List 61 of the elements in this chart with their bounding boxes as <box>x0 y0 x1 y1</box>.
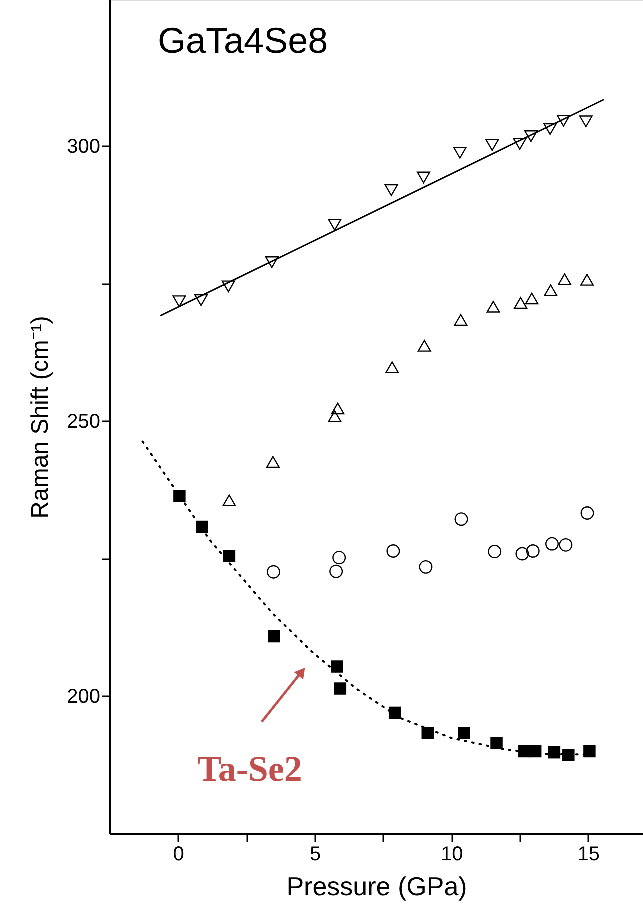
point <box>223 550 236 562</box>
point <box>580 506 594 520</box>
x-tick-label: 15 <box>578 844 600 866</box>
point <box>268 630 280 643</box>
y-tick-label: 200 <box>67 686 100 708</box>
point <box>454 314 468 326</box>
point <box>222 494 236 507</box>
point <box>579 116 593 128</box>
point <box>453 147 467 159</box>
point <box>332 551 346 565</box>
x-axis-title: Pressure (GPa) <box>286 872 468 902</box>
point <box>266 456 280 468</box>
point <box>418 340 432 352</box>
point <box>174 490 186 502</box>
y-tick-label: 300 <box>67 136 100 158</box>
point <box>417 172 431 184</box>
point <box>526 544 540 558</box>
point <box>194 294 208 306</box>
point <box>490 737 503 750</box>
point <box>384 184 398 196</box>
point <box>524 130 538 142</box>
point <box>557 115 570 127</box>
point <box>562 749 575 762</box>
point <box>334 682 347 695</box>
x-tick-label: 5 <box>310 844 322 866</box>
point <box>516 547 530 561</box>
point <box>544 123 558 136</box>
point <box>328 219 342 231</box>
point <box>265 256 279 268</box>
annotation: Ta-Se2 <box>198 749 302 789</box>
point <box>488 545 502 558</box>
x-tick-label: 0 <box>173 844 184 866</box>
point <box>172 296 186 308</box>
point <box>422 727 434 740</box>
point <box>486 301 500 313</box>
point <box>331 402 345 415</box>
point <box>454 512 468 526</box>
point <box>419 560 433 574</box>
point <box>328 410 342 422</box>
point <box>513 138 527 150</box>
point <box>544 284 558 296</box>
x-tick-label: 10 <box>441 844 464 866</box>
point <box>525 292 539 305</box>
point <box>514 297 528 310</box>
point <box>330 564 344 578</box>
y-axis-title: Raman Shift (cm⁻¹) <box>27 316 54 519</box>
text: GaTa4Se8 <box>158 20 328 61</box>
point <box>584 745 596 758</box>
point <box>558 274 572 286</box>
point <box>559 538 573 552</box>
y-tick-label: 250 <box>67 410 100 433</box>
point <box>486 139 500 152</box>
point <box>331 660 344 673</box>
point <box>386 362 400 374</box>
point <box>386 544 400 558</box>
point <box>546 537 559 551</box>
point <box>458 727 470 740</box>
point <box>267 565 280 579</box>
point <box>548 746 561 759</box>
point <box>222 280 236 293</box>
point <box>580 274 594 286</box>
